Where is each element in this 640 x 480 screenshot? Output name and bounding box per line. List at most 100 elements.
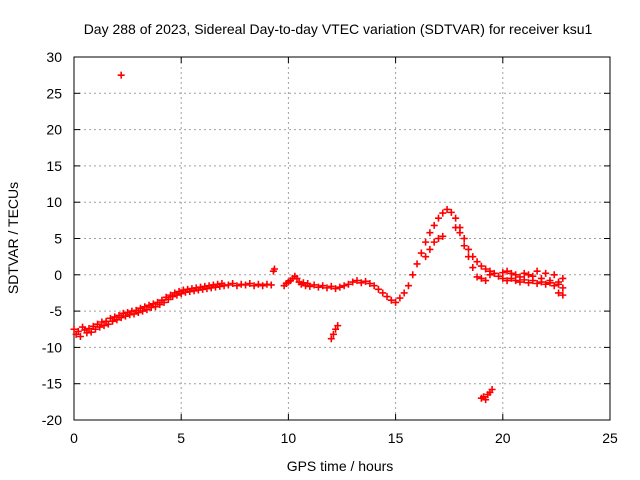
series-lower-branch: [422, 224, 567, 299]
data-point: [353, 277, 361, 285]
data-point: [559, 291, 567, 299]
data-point: [96, 323, 104, 331]
y-tick-label: -5: [50, 303, 63, 319]
data-point: [426, 245, 434, 253]
data-point: [520, 276, 528, 284]
y-tick-label: 5: [54, 231, 62, 247]
x-axis-label: GPS time / hours: [287, 458, 394, 474]
data-point: [464, 245, 472, 253]
data-point: [413, 260, 421, 268]
data-point: [422, 253, 430, 261]
data-point: [447, 208, 455, 216]
data-point: [151, 303, 159, 311]
data-point: [477, 262, 485, 270]
data-point: [473, 273, 481, 281]
data-point: [477, 274, 485, 282]
data-point: [392, 298, 400, 306]
data-point: [516, 273, 524, 281]
data-point: [482, 396, 490, 404]
data-point: [117, 314, 125, 322]
data-point: [473, 258, 481, 266]
data-point: [439, 209, 447, 217]
y-axis-label: SDTVAR / TECUs: [5, 182, 21, 294]
data-point: [70, 325, 78, 333]
x-tick-label: 15: [388, 430, 404, 446]
data-point: [488, 386, 496, 394]
data-point: [417, 249, 425, 257]
y-tick-label: -10: [42, 339, 62, 355]
data-point: [366, 280, 374, 288]
data-point: [319, 282, 327, 290]
data-point: [332, 285, 340, 293]
y-tick-label: 10: [46, 194, 62, 210]
data-point: [550, 282, 558, 290]
data-point: [400, 289, 408, 297]
data-point: [409, 271, 417, 279]
data-point: [533, 280, 541, 288]
data-point: [250, 282, 258, 290]
data-point: [270, 265, 278, 273]
y-tick-label: -15: [42, 376, 62, 392]
data-point: [100, 322, 108, 330]
data-point: [259, 282, 267, 290]
series-outliers: [117, 71, 496, 404]
data-point: [387, 296, 395, 304]
data-point: [520, 269, 528, 277]
data-point: [555, 289, 563, 297]
data-point: [267, 281, 275, 289]
data-point: [314, 283, 322, 291]
data-point: [507, 269, 515, 277]
data-point: [134, 309, 142, 317]
data-point: [173, 291, 181, 299]
data-point: [336, 283, 344, 291]
data-point: [293, 274, 301, 282]
data-point: [469, 264, 477, 272]
y-tick-label: 20: [46, 122, 62, 138]
data-point: [139, 307, 147, 315]
data-point: [525, 271, 533, 279]
data-point: [349, 278, 357, 286]
data-point: [460, 242, 468, 250]
data-point: [169, 293, 177, 301]
data-point: [379, 289, 387, 297]
data-points: [70, 71, 567, 404]
data-point: [229, 280, 237, 288]
data-point: [482, 277, 490, 285]
data-point: [512, 271, 520, 279]
data-point: [87, 328, 95, 336]
data-point: [254, 280, 262, 288]
data-point: [383, 293, 391, 301]
data-point: [329, 330, 337, 338]
data-point: [374, 285, 382, 293]
data-point: [542, 269, 550, 277]
data-point: [503, 277, 511, 285]
data-point: [340, 282, 348, 290]
y-tick-labels: 30 25 20 15 10 5 0 -5 -10 -15 -20: [42, 49, 62, 428]
data-point: [76, 333, 84, 341]
data-point: [242, 281, 250, 289]
data-point: [117, 71, 125, 79]
data-point: [344, 280, 352, 288]
data-point: [109, 317, 117, 325]
data-point: [130, 310, 138, 318]
axis-ticks: [73, 56, 611, 421]
data-point: [113, 316, 121, 324]
grid-lines: [74, 57, 610, 420]
data-point: [434, 214, 442, 222]
series-main-trace: [70, 205, 567, 341]
data-point: [357, 279, 365, 287]
x-tick-label: 20: [495, 430, 511, 446]
data-point: [422, 238, 430, 246]
data-point: [456, 229, 464, 237]
data-point: [370, 282, 378, 290]
data-point: [434, 235, 442, 242]
data-point: [559, 274, 567, 282]
y-tick-label: 15: [46, 158, 62, 174]
data-point: [164, 295, 172, 303]
data-point: [499, 269, 507, 277]
data-point: [327, 282, 335, 290]
data-point: [525, 279, 533, 287]
chart-title: Day 288 of 2023, Sidereal Day-to-day VTE…: [84, 21, 593, 37]
data-point: [452, 214, 460, 222]
